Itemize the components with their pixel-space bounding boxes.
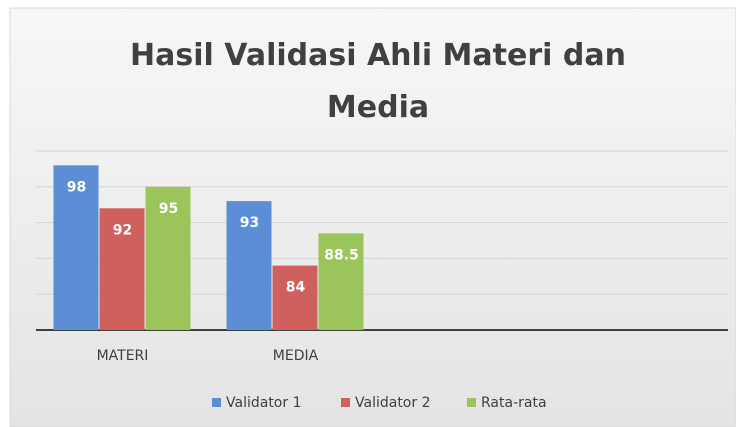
bar: [53, 165, 99, 330]
legend-label: Rata-rata: [481, 395, 547, 411]
legend-swatch: [467, 398, 476, 407]
data-label: 93: [240, 215, 259, 231]
legend-label: Validator 1: [226, 395, 301, 411]
data-label: 98: [67, 179, 86, 195]
bar: [226, 201, 272, 330]
data-label: 95: [159, 201, 178, 217]
x-tick-label: MATERI: [97, 348, 149, 364]
x-tick-label: MEDIA: [273, 348, 319, 364]
data-label: 88.5: [324, 247, 359, 263]
bar: [318, 233, 364, 330]
data-label: 84: [286, 280, 306, 296]
chart-title: Hasil Validasi Ahli Materi dan Media: [130, 38, 626, 125]
legend-swatch: [341, 398, 350, 407]
bar: [272, 265, 318, 330]
legend-label: Validator 2: [355, 395, 430, 411]
legend-swatch: [212, 398, 221, 407]
data-label: 92: [113, 222, 132, 238]
bar: [145, 186, 191, 330]
bar: [99, 208, 145, 330]
